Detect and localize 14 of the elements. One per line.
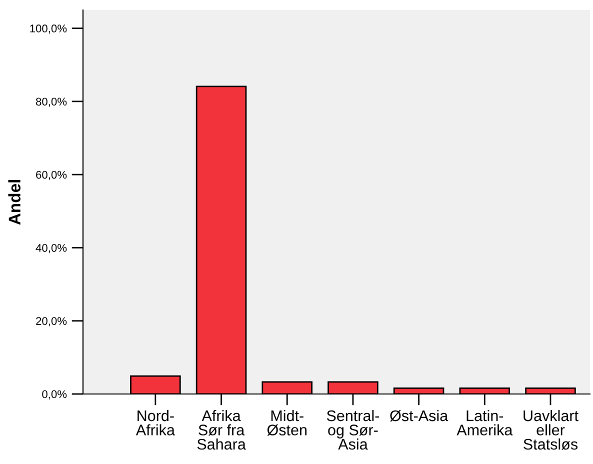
y-axis-title: Andel bbox=[8, 180, 20, 225]
x-tick-label: Latin- Amerika bbox=[456, 410, 513, 436]
x-tick-label: Afrika Sør fra Sahara bbox=[197, 410, 246, 450]
y-tick-label: 0,0% bbox=[42, 390, 67, 400]
y-tick-label: 100,0% bbox=[30, 24, 67, 34]
y-tick-label: 80,0% bbox=[36, 98, 67, 107]
y-tick-label: 40,0% bbox=[36, 244, 67, 254]
x-tick-label: Øst-Asia bbox=[390, 410, 448, 422]
x-tick-label: Sentral- og Sør- Asia bbox=[326, 410, 380, 450]
y-tick-label: 20,0% bbox=[36, 317, 67, 326]
x-tick-label: Midt- Østen bbox=[267, 410, 307, 436]
y-tick-label: 60,0% bbox=[36, 170, 67, 180]
x-tick-label: Nord- Afrika bbox=[136, 410, 175, 436]
x-tick-label: Uavklart eller Statsløs bbox=[524, 410, 578, 450]
